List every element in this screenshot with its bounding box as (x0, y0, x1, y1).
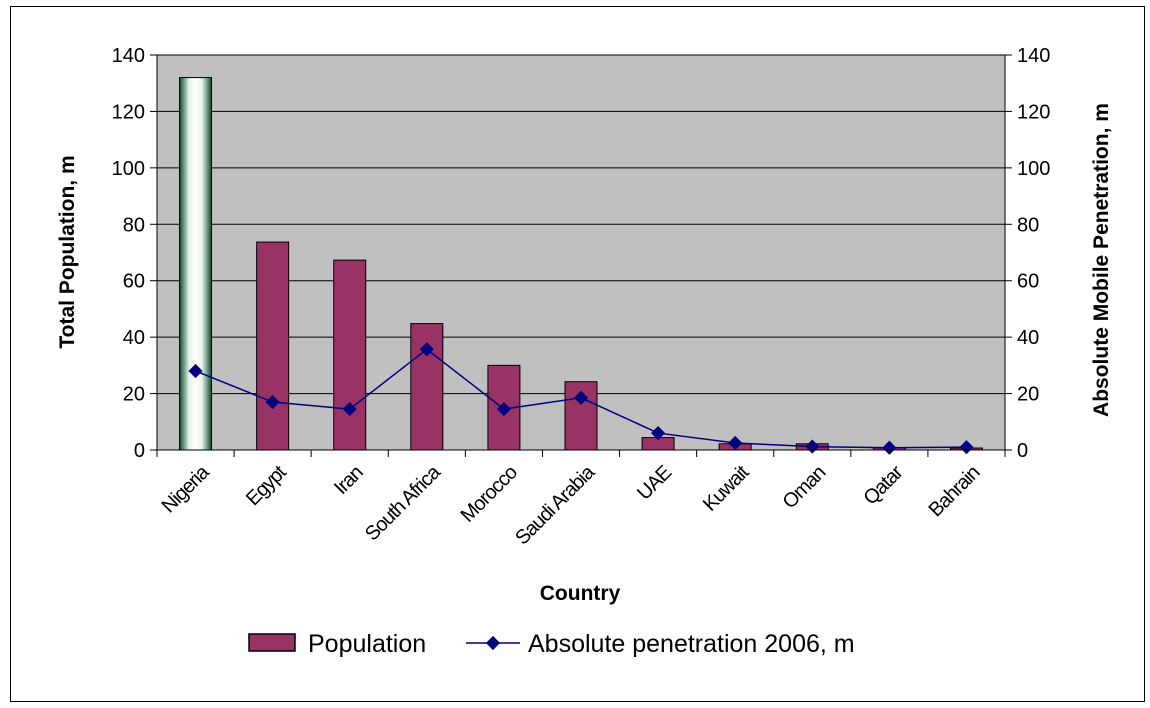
y2-tick-label: 20 (1017, 384, 1039, 406)
y-tick-label: 60 (123, 271, 145, 293)
x-tick-label: UAE (633, 462, 676, 505)
point-nigeria (188, 363, 203, 379)
legend-marker-penetration (485, 635, 501, 651)
y2-tick-label: 40 (1017, 327, 1039, 349)
y2-axis-title: Absolute Mobile Penetration, m (1090, 103, 1113, 417)
point-iran (342, 402, 357, 417)
y2-tick-label: 120 (1017, 101, 1050, 123)
bar-saudi-arabia (564, 381, 598, 451)
legend-label-population: Population (308, 630, 426, 658)
point-uae (651, 426, 666, 441)
point-morocco (496, 402, 511, 417)
y2-tick-label: 60 (1017, 271, 1039, 293)
x-tick-label: South Africa (361, 461, 446, 546)
legend-label-penetration: Absolute penetration 2006, m (528, 630, 855, 658)
x-tick-label: Oman (779, 462, 830, 513)
legend: Population Absolute penetration 2006, m (248, 630, 855, 658)
x-axis-title: Country (540, 582, 621, 605)
bar-egypt (256, 241, 290, 451)
y2-tick-label: 140 (1017, 45, 1050, 67)
y-tick-label: 100 (112, 158, 145, 180)
y2-tick-label: 80 (1017, 214, 1039, 236)
x-tick-label: Iran (330, 462, 367, 499)
x-tick-label: Egypt (242, 461, 291, 510)
x-tick-label: Qatar (860, 461, 908, 509)
y2-tick-label: 100 (1017, 158, 1050, 180)
y-tick-label: 20 (123, 384, 145, 406)
point-kuwait (728, 435, 743, 451)
point-egypt (265, 394, 280, 410)
point-saudi-arabia (573, 390, 589, 405)
axes (156, 55, 1006, 451)
y2-tick-label: 0 (1017, 440, 1028, 462)
y-tick-label: 120 (112, 101, 145, 123)
y-tick-label: 40 (123, 327, 145, 349)
bar-iran (333, 259, 367, 451)
point-qatar (882, 440, 897, 455)
y-axis-title: Total Population, m (56, 155, 79, 348)
x-tick-label: Saudi Arabia (511, 461, 600, 550)
point-south-africa (419, 342, 434, 357)
x-tick-label: Kuwait (699, 461, 754, 516)
bar-nigeria (179, 77, 213, 451)
population-bars (179, 77, 983, 451)
point-bahrain (959, 440, 974, 455)
y-tick-label: 80 (123, 214, 145, 236)
y-tick-label: 0 (134, 440, 145, 462)
x-tick-label: Nigeria (158, 461, 215, 518)
penetration-line (188, 342, 974, 455)
x-tick-label: Morocco (457, 461, 522, 526)
x-tick-label: Bahrain (925, 462, 984, 521)
legend-swatch-population (248, 633, 296, 652)
left-axis-ticks: 0 20 40 60 80 100 120 140 (112, 45, 157, 462)
y-tick-label: 140 (112, 45, 145, 67)
right-axis-ticks: 0 20 40 60 80 100 120 140 (1005, 45, 1050, 462)
gridlines (157, 54, 1005, 395)
